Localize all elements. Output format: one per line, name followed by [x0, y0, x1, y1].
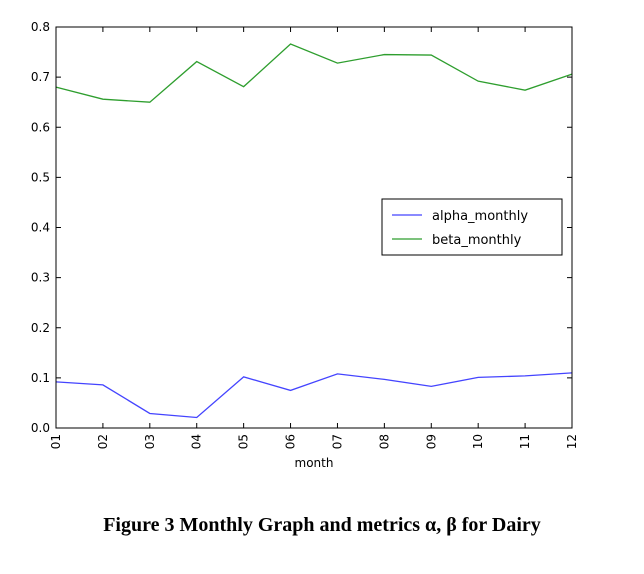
line-chart: 0.0 0.1 0.2 0.3 0.4 0.5 0.6 0.7 0.8 01 02 03 04 05 06 0… [31, 20, 579, 470]
x-tick-label: 06 [284, 434, 298, 449]
x-axis-label: month [295, 456, 334, 470]
legend-label-alpha_monthly: alpha_monthly [432, 209, 528, 224]
legend-box [381, 198, 563, 256]
y-tick-label: 0.3 [31, 271, 50, 285]
y-tick-label: 0.6 [31, 120, 50, 134]
x-tick-label: 10 [471, 434, 485, 449]
x-tick-label: 09 [424, 434, 438, 449]
x-tick-label: 05 [237, 434, 251, 449]
figure-caption: Figure 3 Monthly Graph and metrics α, β … [103, 514, 541, 536]
x-tick-label: 01 [49, 434, 63, 449]
y-tick-label: 0.2 [31, 321, 50, 335]
y-tick-label: 0.4 [31, 221, 50, 235]
y-tick-label: 0.0 [31, 421, 50, 435]
y-tick-label: 0.5 [31, 170, 50, 184]
x-tick-label: 02 [96, 434, 110, 449]
axes-layer: 0.0 0.1 0.2 0.3 0.4 0.5 0.6 0.7 0.8 01 02 03 04 05 06 0… [31, 20, 579, 449]
y-tick-label: 0.1 [31, 371, 50, 385]
y-tick-label: 0.7 [31, 70, 50, 84]
x-tick-label: 11 [518, 434, 532, 449]
x-tick-label: 12 [565, 434, 579, 449]
series-line-alpha_monthly [55, 372, 573, 419]
legend-label-beta_monthly: beta_monthly [432, 233, 522, 248]
y-tick-label: 0.8 [31, 20, 50, 34]
x-tick-label: 04 [190, 434, 204, 449]
series-line-beta_monthly [55, 43, 573, 103]
x-tick-label: 08 [377, 434, 391, 449]
legend: alpha_monthly beta_monthly [381, 198, 563, 256]
x-tick-label: 03 [143, 434, 157, 449]
x-tick-label: 07 [330, 434, 344, 449]
